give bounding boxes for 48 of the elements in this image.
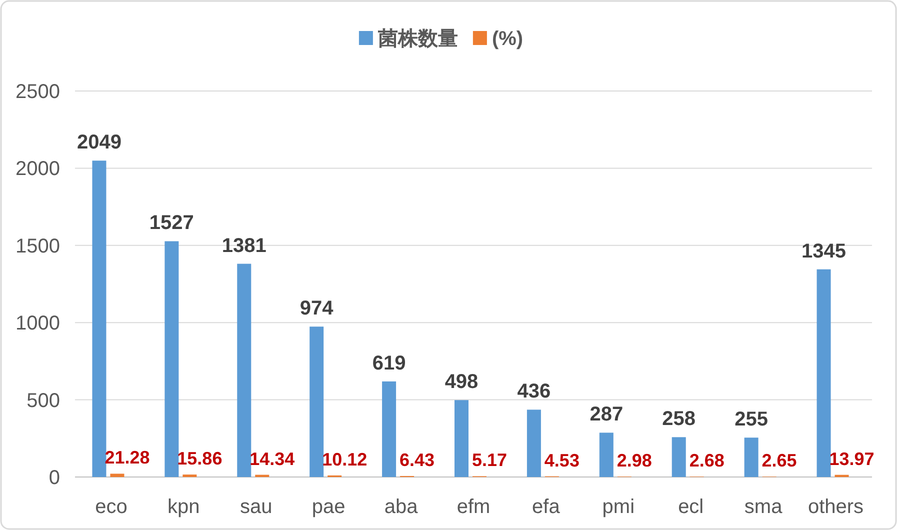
data-label: 4.53 xyxy=(544,450,580,470)
bar xyxy=(164,241,179,477)
y-tick-label: 1000 xyxy=(16,312,60,335)
x-tick-label: pmi xyxy=(602,496,635,518)
data-label: 619 xyxy=(372,352,406,374)
x-tick-label: efm xyxy=(456,496,490,518)
bar xyxy=(454,400,468,477)
data-label: 1381 xyxy=(222,234,266,257)
y-tick-label: 1500 xyxy=(16,235,60,258)
x-tick-label: efa xyxy=(532,496,561,518)
bar xyxy=(310,326,324,477)
bar xyxy=(599,432,614,477)
bar xyxy=(110,474,124,477)
x-tick-label: kpn xyxy=(168,496,200,518)
data-label: 2049 xyxy=(76,132,122,154)
data-label: 436 xyxy=(517,380,551,403)
x-tick-label: sma xyxy=(744,496,784,518)
data-label: 2.98 xyxy=(616,450,652,471)
data-label: 1527 xyxy=(149,212,194,234)
x-tick-label: sau xyxy=(240,496,272,518)
x-tick-label: others xyxy=(808,496,864,518)
y-tick-label: 500 xyxy=(26,390,60,412)
legend-label: 菌株数量 xyxy=(376,28,458,50)
data-label: 5.17 xyxy=(472,450,508,470)
bar xyxy=(237,264,252,477)
data-label: 6.43 xyxy=(400,450,435,470)
y-tick-label: 2000 xyxy=(16,158,60,180)
bar xyxy=(526,410,541,477)
x-tick-label: ecl xyxy=(678,496,704,518)
y-tick-label: 0 xyxy=(48,467,60,489)
bar xyxy=(816,269,831,477)
data-label: 498 xyxy=(444,371,478,394)
data-label: 287 xyxy=(590,404,624,426)
y-tick-label: 2500 xyxy=(16,81,60,103)
bar xyxy=(382,381,396,477)
x-tick-label: eco xyxy=(95,496,128,518)
bar xyxy=(92,160,106,477)
data-label: 2.65 xyxy=(762,450,797,471)
data-label: 1345 xyxy=(802,240,846,262)
data-label: 258 xyxy=(662,408,696,430)
bar xyxy=(744,438,758,477)
bar xyxy=(672,437,686,477)
legend-label: (%) xyxy=(492,28,524,50)
data-label: 2.68 xyxy=(689,450,724,471)
x-tick-label: aba xyxy=(384,496,419,518)
data-label: 255 xyxy=(734,408,768,431)
x-tick-label: pae xyxy=(312,496,346,518)
data-label: 974 xyxy=(300,298,334,320)
